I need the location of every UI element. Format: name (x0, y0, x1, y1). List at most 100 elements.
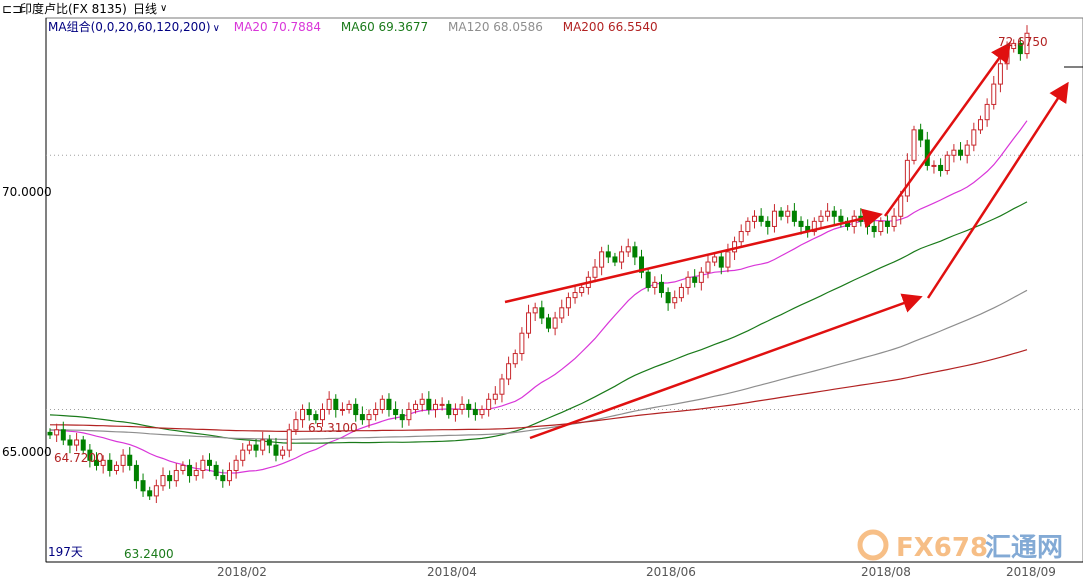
candle (652, 276, 658, 295)
chevron-down-icon[interactable]: ∨ (212, 23, 220, 34)
candle (426, 391, 432, 415)
candle-body (100, 459, 106, 466)
candle-body (379, 398, 385, 410)
candle-body (54, 429, 60, 436)
candle (233, 455, 239, 479)
candle-body (393, 408, 399, 416)
x-tick-label-2018-09: 2018/09 (1006, 565, 1056, 579)
candle (173, 463, 179, 487)
candle (579, 283, 585, 297)
candle-body (798, 220, 804, 227)
candle (997, 58, 1003, 93)
candle (658, 274, 664, 298)
candle-body (133, 464, 139, 482)
candle (107, 453, 113, 477)
candle (353, 398, 359, 422)
candle (619, 245, 625, 270)
period-selector[interactable]: 日线 (133, 2, 158, 16)
candle-body (339, 408, 345, 411)
candle-body (47, 431, 53, 436)
candle-body (419, 398, 425, 405)
candle-body (173, 469, 179, 482)
candle (639, 249, 645, 279)
candle (213, 461, 219, 480)
candle (765, 216, 771, 235)
candle (539, 300, 545, 325)
candle (253, 438, 259, 458)
candle-body (280, 449, 286, 456)
annotation-low: 63.2400 (124, 547, 174, 561)
candle-body (818, 215, 824, 222)
candle (413, 400, 419, 414)
candle-body (565, 297, 571, 309)
candle-body (492, 393, 498, 400)
candle-body (579, 286, 585, 294)
candle (54, 423, 60, 443)
candle-body (698, 271, 704, 283)
legend-ma120: MA120 68.0586 (448, 20, 543, 34)
candle-body (107, 459, 113, 471)
candle (446, 400, 452, 419)
candle-body (432, 403, 438, 410)
candle (805, 219, 811, 238)
candle-body (891, 215, 897, 227)
candle-body (705, 261, 711, 273)
candle-body (472, 408, 478, 416)
candle-body (519, 332, 525, 355)
candle-body (127, 454, 133, 466)
candle-body (977, 119, 983, 131)
candle (280, 446, 286, 460)
candle (200, 455, 206, 479)
candle-body (94, 459, 100, 466)
candle (918, 123, 924, 148)
candle (752, 210, 757, 229)
chart-header: ⊏⊐ 印度卢比(FX 8135) 日线 ∨ (0, 0, 1083, 18)
candle-body (512, 353, 518, 365)
y-tick-label-70: 70.0000 (2, 185, 52, 199)
candle-body (539, 307, 545, 319)
candle (293, 411, 299, 435)
candle-body (898, 195, 904, 217)
candle-body (273, 444, 279, 456)
arrow-channel-bottom (529, 293, 923, 440)
candle (306, 402, 312, 421)
candle (313, 410, 319, 424)
candle (207, 453, 213, 472)
candle (147, 486, 153, 500)
legend-ma60: MA60 69.3677 (340, 20, 429, 34)
candle-body (771, 210, 777, 227)
candle (944, 151, 950, 175)
legend-ma200: MA200 66.5540 (562, 20, 658, 34)
candle-body (639, 256, 645, 273)
candle-body (326, 398, 332, 410)
candle-body (253, 444, 259, 451)
candle (612, 252, 618, 267)
candle (552, 311, 558, 336)
candle (951, 144, 957, 163)
ma-group-label[interactable]: MA组合(0,0,20,60,120,200) (48, 20, 211, 34)
candle-body (831, 210, 837, 217)
candle-body (140, 480, 146, 492)
candle-body (938, 164, 944, 172)
candle (825, 203, 831, 222)
candle (120, 449, 126, 473)
candle-body (545, 317, 551, 329)
candle (778, 207, 784, 221)
candle (665, 287, 671, 311)
candle (359, 406, 365, 425)
candle (300, 404, 306, 428)
candle-body (752, 215, 757, 222)
candle-body (904, 159, 910, 197)
chevron-down-icon[interactable]: ∨ (160, 3, 168, 14)
candle-body (266, 439, 272, 446)
candle-body (619, 251, 625, 263)
candle (858, 208, 864, 227)
candle-body (399, 414, 405, 421)
candle-body (778, 210, 784, 217)
candle-body (160, 475, 166, 487)
candle (791, 203, 797, 227)
candle (459, 396, 465, 415)
candle (964, 140, 970, 164)
candle-body (167, 475, 173, 482)
